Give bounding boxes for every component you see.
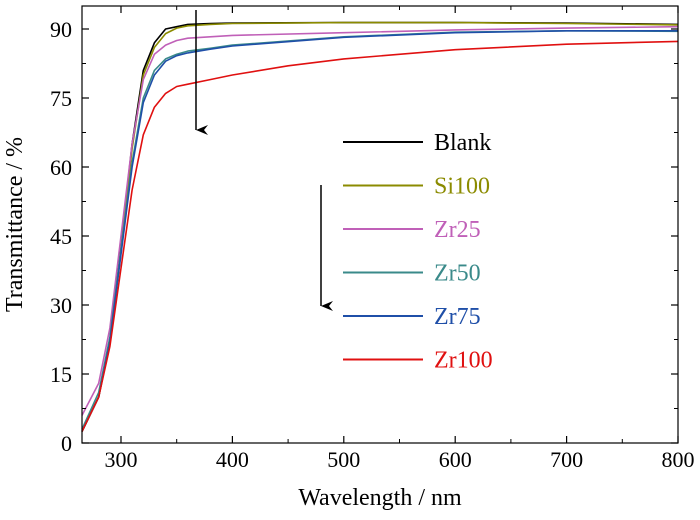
y-tick-label-45: 45 — [50, 224, 72, 249]
plot-frame — [81, 5, 679, 444]
legend-label-blank: Blank — [434, 130, 491, 156]
x-tick-label-600: 600 — [439, 447, 472, 472]
y-axis: 0 15 30 45 60 75 90 — [50, 17, 678, 456]
x-tick-label-700: 700 — [550, 447, 583, 472]
y-axis-title: Transmittance / % — [2, 137, 28, 312]
x-tick-label-800: 800 — [662, 447, 695, 472]
legend-label-zr25: Zr25 — [434, 217, 481, 243]
series-line-zr75 — [81, 29, 678, 432]
x-tick-label-300: 300 — [104, 447, 137, 472]
y-tick-label-15: 15 — [50, 362, 72, 387]
legend-label-si100: Si100 — [434, 174, 490, 200]
y-tick-label-0: 0 — [61, 431, 72, 456]
legend: Blank Si100 Zr25 Zr50 Zr75 Zr100 — [343, 130, 493, 374]
series-line-zr100 — [81, 40, 679, 432]
y-tick-label-75: 75 — [50, 86, 72, 111]
legend-label-zr100: Zr100 — [434, 348, 493, 374]
x-axis: 300 400 500 600 700 800 — [104, 6, 695, 472]
series-line-si100 — [81, 21, 679, 432]
series-group — [81, 21, 679, 432]
x-tick-label-400: 400 — [216, 447, 249, 472]
y-tick-label-30: 30 — [50, 293, 72, 318]
y-tick-label-60: 60 — [50, 155, 72, 180]
y-tick-label-90: 90 — [50, 17, 72, 42]
x-tick-label-500: 500 — [327, 447, 360, 472]
x-axis-title: Wavelength / nm — [298, 485, 462, 511]
series-line-blank — [81, 21, 679, 432]
legend-label-zr50: Zr50 — [434, 261, 481, 287]
series-line-zr25 — [81, 25, 679, 416]
legend-label-zr75: Zr75 — [434, 304, 481, 330]
